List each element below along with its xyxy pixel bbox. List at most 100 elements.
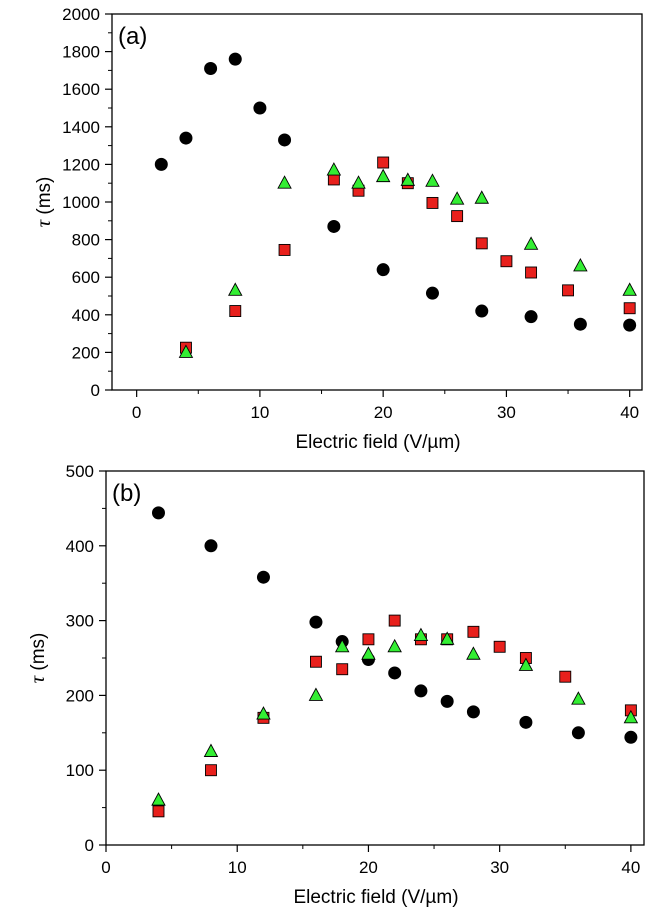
data-point-triangle — [256, 706, 271, 720]
data-point-triangle — [351, 175, 366, 189]
x-tick-label: 20 — [374, 403, 393, 422]
data-point-triangle — [334, 638, 350, 653]
panel-label: (a) — [118, 23, 147, 50]
data-point-circle — [278, 133, 292, 147]
data-point-circle — [151, 506, 165, 520]
series-triangle — [151, 627, 639, 806]
data-point-triangle — [571, 691, 586, 705]
data-point-circle — [228, 52, 242, 66]
series-circle — [154, 52, 637, 332]
y-tick-label: 1400 — [62, 118, 100, 137]
data-point-square — [327, 173, 340, 186]
data-point-triangle — [518, 657, 534, 671]
x-tick-label: 40 — [620, 403, 639, 422]
data-point-circle — [519, 715, 533, 729]
y-tick-label: 600 — [72, 268, 100, 287]
data-point-triangle — [573, 257, 588, 272]
data-point-circle — [466, 705, 480, 719]
data-point-square — [525, 266, 538, 279]
data-point-circle — [376, 263, 390, 277]
data-point-triangle — [425, 173, 440, 187]
x-tick-label: 10 — [250, 403, 269, 422]
data-point-circle — [425, 286, 439, 300]
y-tick-label: 1800 — [62, 43, 100, 62]
y-tick-label: 400 — [72, 306, 100, 325]
panel-label: (b) — [112, 480, 141, 507]
data-point-circle — [204, 62, 218, 76]
data-point-triangle — [375, 168, 391, 183]
x-tick-label: 30 — [497, 403, 516, 422]
data-point-square — [205, 764, 217, 777]
data-point-triangle — [413, 627, 429, 642]
series-triangle — [178, 162, 637, 358]
x-tick-label: 40 — [621, 858, 640, 877]
plot-frame — [105, 470, 645, 846]
series-circle — [151, 506, 638, 744]
data-point-circle — [573, 317, 587, 331]
panel-a: 0 10 20 30 400200400600800100012001400160018… — [31, 5, 643, 453]
data-point-triangle — [361, 646, 376, 660]
data-point-square — [562, 284, 574, 297]
data-point-triangle — [439, 631, 455, 645]
data-point-triangle — [178, 344, 194, 358]
data-point-triangle — [474, 190, 490, 204]
y-axis-unit: (ms) — [28, 633, 49, 676]
y-tick-label: 0 — [85, 836, 94, 855]
data-point-square — [493, 640, 506, 653]
data-point-triangle — [151, 792, 166, 806]
data-point-triangle — [228, 282, 243, 296]
data-point-circle — [253, 101, 267, 115]
data-point-square — [559, 670, 572, 683]
data-point-square — [362, 633, 375, 646]
data-point-triangle — [623, 709, 639, 724]
data-point-circle — [179, 131, 193, 145]
y-tick-label: 400 — [66, 537, 94, 556]
data-point-square — [152, 805, 165, 818]
data-point-triangle — [523, 236, 539, 250]
y-tick-label: 1200 — [62, 155, 100, 174]
x-tick-label: 20 — [359, 858, 378, 877]
data-point-circle — [327, 219, 341, 233]
x-tick-label: 0 — [132, 403, 141, 422]
data-point-square — [500, 255, 513, 268]
data-point-circle — [256, 570, 270, 584]
data-point-square — [475, 237, 488, 250]
x-axis-label: Electric field (V/µm) — [295, 432, 460, 453]
x-tick-label: 0 — [101, 858, 110, 877]
data-point-triangle — [326, 162, 342, 176]
data-point-circle — [475, 304, 489, 318]
plot-frame — [111, 13, 643, 391]
data-point-square — [229, 305, 242, 317]
data-point-square — [377, 156, 390, 169]
data-point-triangle — [449, 191, 465, 205]
data-point-square — [623, 302, 636, 315]
data-point-circle — [440, 694, 454, 708]
y-tick-label: 200 — [66, 686, 94, 705]
x-axis-label: Electric field (V/µm) — [293, 887, 458, 908]
y-tick-label: 800 — [72, 231, 100, 250]
x-tick-label: 30 — [490, 858, 509, 877]
data-point-triangle — [387, 638, 402, 653]
y-tick-label: 500 — [66, 462, 94, 481]
data-point-square — [467, 625, 480, 638]
data-point-square — [310, 655, 322, 668]
y-tick-label: 1600 — [62, 80, 100, 99]
data-point-circle — [571, 726, 585, 740]
y-axis-label: τ (ms) — [25, 633, 49, 684]
y-axis-symbol: τ — [31, 218, 55, 227]
y-tick-label: 100 — [66, 761, 94, 780]
y-axis-unit: (ms) — [34, 177, 55, 220]
y-tick-label: 200 — [72, 343, 100, 362]
data-point-square — [451, 210, 464, 223]
data-point-circle — [388, 666, 402, 680]
data-point-square — [336, 663, 349, 676]
data-point-circle — [624, 730, 638, 744]
data-point-circle — [623, 318, 637, 332]
data-point-circle — [309, 615, 323, 629]
data-point-circle — [154, 157, 168, 171]
data-point-square — [278, 243, 291, 256]
data-point-triangle — [400, 172, 416, 186]
y-tick-label: 2000 — [62, 5, 100, 24]
data-point-square — [426, 196, 439, 209]
